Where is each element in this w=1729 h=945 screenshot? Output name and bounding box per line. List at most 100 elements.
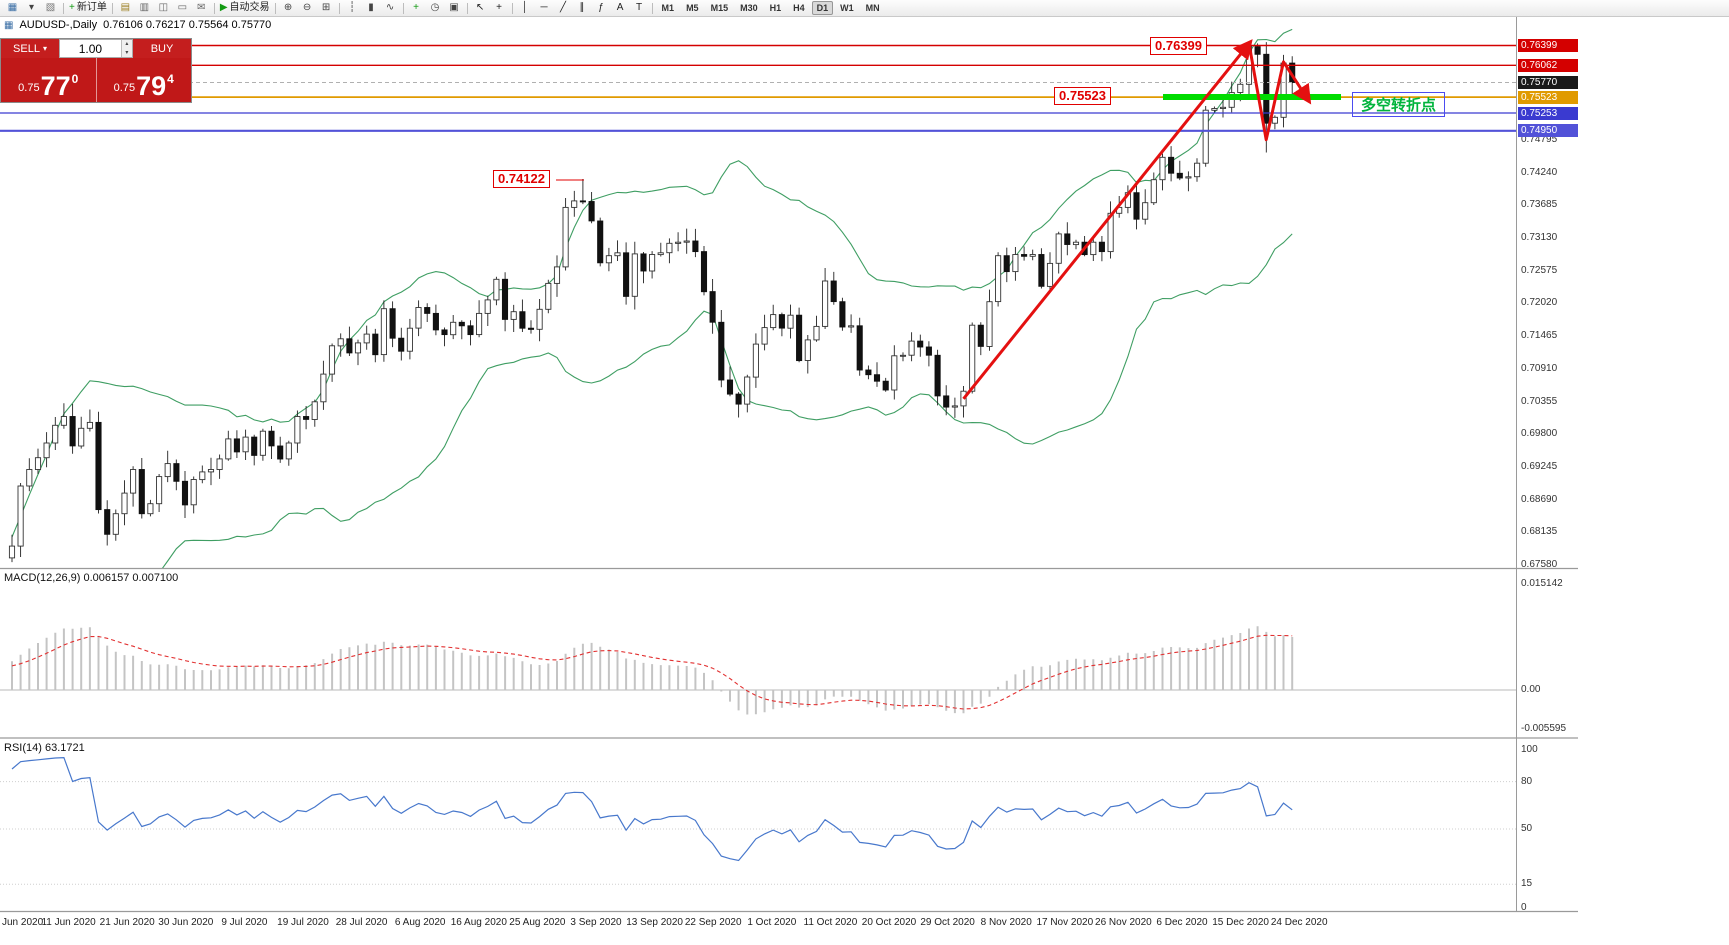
september-high-label[interactable]: 0.74122 <box>493 170 550 188</box>
timeframe-m5[interactable]: M5 <box>686 3 699 13</box>
new-order-button[interactable]: + 新订单 <box>67 1 109 15</box>
macd-axis-label: 0.00 <box>1521 684 1541 695</box>
cursor-icon[interactable]: ↖ <box>471 1 490 15</box>
date-label: 29 Oct 2020 <box>920 917 975 928</box>
date-label: 26 Nov 2020 <box>1095 917 1152 928</box>
date-label: 15 Dec 2020 <box>1212 917 1269 928</box>
ohlc-values: 0.76106 0.76217 0.75564 0.75770 <box>103 19 272 31</box>
indicators-add-icon[interactable]: + <box>407 1 426 15</box>
profiles-icon: ▧ <box>45 2 56 13</box>
profiles-icon[interactable]: ▧ <box>41 1 60 15</box>
line-chart-icon[interactable]: ∿ <box>381 1 400 15</box>
market-watch-icon: ▤ <box>120 2 131 13</box>
indicators-add-icon: + <box>413 2 419 13</box>
terminal-icon: ▭ <box>177 2 188 13</box>
price-tick: 0.68690 <box>1521 493 1558 505</box>
timeframe-d1[interactable]: D1 <box>811 1 834 15</box>
date-label: 28 Jul 2020 <box>335 917 388 928</box>
toolbar-separator <box>466 2 468 14</box>
crosshair-icon[interactable]: + <box>490 1 509 15</box>
date-label: 6 Dec 2020 <box>1156 917 1208 928</box>
timeframe-w1[interactable]: W1 <box>840 3 854 13</box>
market-watch-icon[interactable]: ▤ <box>116 1 135 15</box>
date-label: 21 Jun 2020 <box>99 917 155 928</box>
trendline-icon[interactable]: ╱ <box>554 1 573 15</box>
volume-up-button[interactable]: ▴ <box>121 40 132 49</box>
zoom-out-icon[interactable]: ⊖ <box>298 1 317 15</box>
timeframe-m1[interactable]: M1 <box>661 3 675 13</box>
support-price-label[interactable]: 0.75523 <box>1054 87 1111 105</box>
mailbox-icon[interactable]: ✉ <box>192 1 211 15</box>
timeframe-m15[interactable]: M15 <box>710 3 729 13</box>
price-level-tag: 0.76399 <box>1518 39 1578 52</box>
buy-tab[interactable]: BUY <box>133 39 191 58</box>
price-axis: 0.74795 0.74240 0.73685 0.73130 0.72575 0.720… <box>1517 0 1581 940</box>
tile-windows-icon[interactable]: ⊞ <box>317 1 336 15</box>
sell-price-big: 77 <box>40 71 71 102</box>
bar-chart-icon[interactable]: ┆ <box>343 1 362 15</box>
vertical-line-icon[interactable]: │ <box>516 1 535 15</box>
date-label: 19 Jul 2020 <box>277 917 329 928</box>
timeframe-h1[interactable]: H1 <box>769 3 782 13</box>
new-chart-icon[interactable]: ▦ <box>3 1 22 15</box>
timeframe-m30[interactable]: M30 <box>740 3 758 13</box>
chevron-down-icon: ▾ <box>42 44 47 53</box>
text-tool-icon: A <box>616 2 624 13</box>
autotrading-button-label: 自动交易 <box>229 2 270 13</box>
horizontal-line-icon[interactable]: ─ <box>535 1 554 15</box>
buy-price-sup: 4 <box>167 72 174 86</box>
chart-dropdown-icon: ▾ <box>28 2 35 13</box>
timeframe-mn[interactable]: MN <box>865 3 880 13</box>
date-label: 9 Jul 2020 <box>221 917 268 928</box>
cursor-icon: ↖ <box>475 2 485 13</box>
candlestick-chart-icon[interactable]: ▮ <box>362 1 381 15</box>
sell-tab-label: SELL <box>13 42 40 55</box>
price-tick: 0.72020 <box>1521 297 1558 309</box>
buy-button[interactable]: 0.75 79 4 <box>96 58 191 102</box>
templates-icon[interactable]: ▣ <box>445 1 464 15</box>
price-level-tag: 0.75523 <box>1518 90 1578 104</box>
data-window-icon[interactable]: ▥ <box>135 1 154 15</box>
turning-point-text-label[interactable]: 多空转折点 <box>1352 92 1446 117</box>
arrows-tool-icon[interactable]: T <box>630 1 649 15</box>
volume-input[interactable] <box>60 40 121 57</box>
price-tick: 0.69245 <box>1521 460 1558 472</box>
channel-icon[interactable]: ∥ <box>573 1 592 15</box>
toolbar-separator <box>274 2 276 14</box>
fibonacci-icon[interactable]: ƒ <box>592 1 611 15</box>
volume-field: ▴ ▾ <box>59 39 133 58</box>
terminal-icon[interactable]: ▭ <box>173 1 192 15</box>
periods-icon[interactable]: ◷ <box>426 1 445 15</box>
trendline-icon: ╱ <box>560 2 567 13</box>
timeframe-h4[interactable]: H4 <box>793 3 805 13</box>
date-label: 22 Sep 2020 <box>684 917 742 928</box>
price-tick: 0.73685 <box>1521 199 1558 211</box>
sell-tab[interactable]: SELL ▾ <box>1 39 59 58</box>
date-axis: Jun 2020 11 Jun 2020 21 Jun 2020 30 Jun 202… <box>0 913 1578 940</box>
sell-button[interactable]: 0.75 77 0 <box>1 58 97 102</box>
mailbox-icon: ✉ <box>197 2 206 13</box>
date-label: 20 Oct 2020 <box>861 917 917 928</box>
text-tool-icon[interactable]: A <box>611 1 630 15</box>
date-label: 6 Aug 2020 <box>394 917 446 928</box>
buy-price-prefix: 0.75 <box>113 82 136 94</box>
toolbar-separator <box>402 2 404 14</box>
chart-dropdown-icon[interactable]: ▾ <box>22 1 41 15</box>
periods-icon: ◷ <box>430 2 440 13</box>
date-label: 13 Sep 2020 <box>626 917 683 928</box>
zoom-in-icon[interactable]: ⊕ <box>279 1 298 15</box>
navigator-icon: ◫ <box>158 2 169 13</box>
autotrading-button[interactable]: ▶ 自动交易 <box>218 1 272 15</box>
peak-price-label[interactable]: 0.76399 <box>1150 37 1207 55</box>
crosshair-icon: + <box>496 2 502 13</box>
rsi-axis-label: 0 <box>1521 902 1527 913</box>
navigator-icon[interactable]: ◫ <box>154 1 173 15</box>
volume-down-button[interactable]: ▾ <box>121 48 132 57</box>
date-label: 1 Oct 2020 <box>747 917 797 928</box>
one-click-trading-panel: SELL ▾ ▴ ▾ BUY 0.75 77 0 0.75 79 4 <box>0 38 192 103</box>
turning-point-support-line <box>1163 94 1341 100</box>
fibonacci-icon: ƒ <box>598 2 604 13</box>
new-order-button-label: 新订单 <box>76 2 107 13</box>
price-level-tag: 0.76062 <box>1518 58 1578 72</box>
